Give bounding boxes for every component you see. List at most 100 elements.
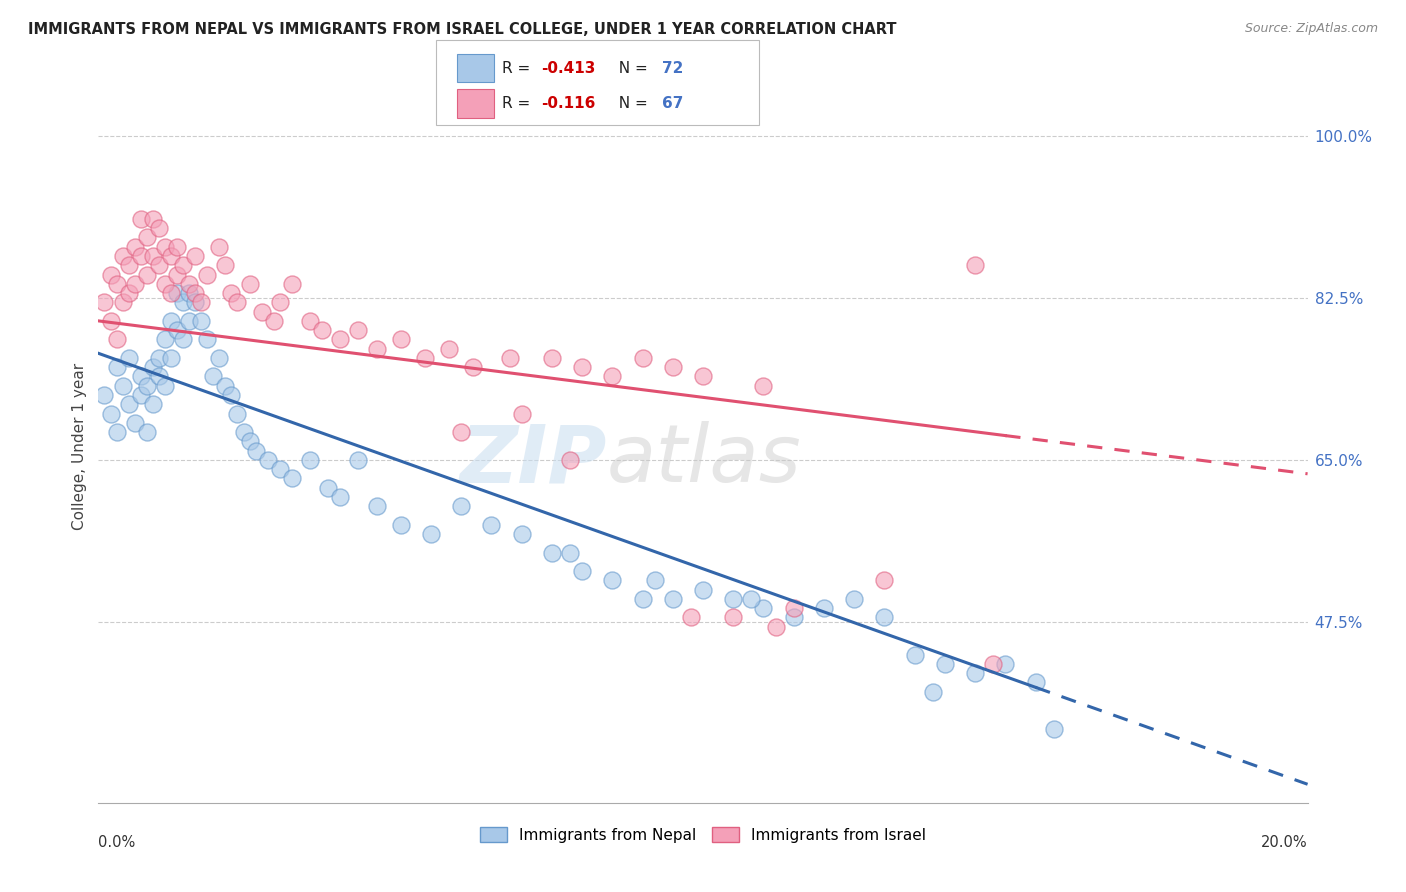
Point bbox=[153, 378, 176, 392]
Point bbox=[765, 620, 787, 634]
Point bbox=[135, 268, 157, 282]
Point bbox=[142, 249, 165, 263]
Point bbox=[1042, 722, 1064, 736]
Point bbox=[692, 582, 714, 597]
Point bbox=[179, 314, 201, 328]
Point bbox=[558, 453, 581, 467]
Point bbox=[160, 286, 183, 301]
Point bbox=[100, 314, 122, 328]
Point bbox=[124, 277, 146, 291]
Point bbox=[366, 500, 388, 514]
Text: Source: ZipAtlas.com: Source: ZipAtlas.com bbox=[1244, 22, 1378, 36]
Point bbox=[153, 240, 176, 254]
Point bbox=[160, 351, 183, 365]
Point bbox=[329, 333, 352, 347]
Point bbox=[195, 268, 218, 282]
Point bbox=[510, 527, 533, 541]
Point bbox=[129, 211, 152, 226]
Point bbox=[679, 610, 702, 624]
Point bbox=[692, 369, 714, 384]
Point bbox=[844, 591, 866, 606]
Point bbox=[347, 453, 370, 467]
Point bbox=[190, 314, 212, 328]
Point bbox=[184, 249, 207, 263]
Point bbox=[184, 286, 207, 301]
Point bbox=[752, 601, 775, 615]
Point bbox=[245, 443, 267, 458]
Point bbox=[783, 601, 806, 615]
Point bbox=[661, 360, 683, 375]
Point bbox=[281, 277, 304, 291]
Point bbox=[965, 666, 987, 681]
Point bbox=[160, 314, 183, 328]
Text: 72: 72 bbox=[662, 61, 683, 76]
Point bbox=[450, 425, 472, 439]
Point bbox=[148, 351, 170, 365]
Point bbox=[111, 249, 134, 263]
Point bbox=[413, 351, 436, 365]
Point bbox=[105, 277, 128, 291]
Point bbox=[153, 333, 176, 347]
Text: R =: R = bbox=[502, 96, 536, 112]
Point bbox=[142, 397, 165, 411]
Point bbox=[498, 351, 520, 365]
Point bbox=[118, 258, 141, 272]
Point bbox=[232, 425, 254, 439]
Legend: Immigrants from Nepal, Immigrants from Israel: Immigrants from Nepal, Immigrants from I… bbox=[474, 821, 932, 848]
Point bbox=[723, 591, 745, 606]
Point bbox=[540, 351, 562, 365]
Point bbox=[135, 230, 157, 244]
Point bbox=[263, 314, 285, 328]
Point bbox=[105, 333, 128, 347]
Point bbox=[142, 360, 165, 375]
Point bbox=[981, 657, 1004, 671]
Point bbox=[172, 333, 194, 347]
Point bbox=[172, 258, 194, 272]
Point bbox=[148, 221, 170, 235]
Point bbox=[299, 453, 322, 467]
Point bbox=[93, 388, 115, 402]
Point bbox=[129, 388, 152, 402]
Point bbox=[661, 591, 683, 606]
Point bbox=[111, 378, 134, 392]
Point bbox=[752, 378, 775, 392]
Point bbox=[965, 258, 987, 272]
Point bbox=[571, 564, 593, 578]
Point bbox=[571, 360, 593, 375]
Point bbox=[118, 397, 141, 411]
Point bbox=[179, 286, 201, 301]
Point bbox=[124, 240, 146, 254]
Text: atlas: atlas bbox=[606, 421, 801, 500]
Point bbox=[631, 591, 654, 606]
Point bbox=[179, 277, 201, 291]
Point bbox=[250, 304, 273, 318]
Point bbox=[202, 369, 225, 384]
Point bbox=[389, 333, 412, 347]
Point bbox=[994, 657, 1017, 671]
Point bbox=[214, 378, 236, 392]
Point bbox=[208, 240, 231, 254]
Text: N =: N = bbox=[609, 61, 652, 76]
Point bbox=[195, 333, 218, 347]
Point bbox=[463, 360, 485, 375]
Point bbox=[450, 500, 472, 514]
Point bbox=[281, 471, 304, 485]
Point bbox=[239, 277, 262, 291]
Point bbox=[221, 388, 243, 402]
Point bbox=[105, 360, 128, 375]
Point bbox=[347, 323, 370, 337]
Point bbox=[184, 295, 207, 310]
Point bbox=[135, 378, 157, 392]
Point bbox=[105, 425, 128, 439]
Point bbox=[602, 574, 624, 588]
Point bbox=[160, 249, 183, 263]
Point bbox=[269, 295, 291, 310]
Point bbox=[190, 295, 212, 310]
Point bbox=[783, 610, 806, 624]
Point bbox=[631, 351, 654, 365]
Text: 20.0%: 20.0% bbox=[1261, 835, 1308, 850]
Point bbox=[813, 601, 835, 615]
Text: 67: 67 bbox=[662, 96, 683, 112]
Text: 0.0%: 0.0% bbox=[98, 835, 135, 850]
Point bbox=[148, 258, 170, 272]
